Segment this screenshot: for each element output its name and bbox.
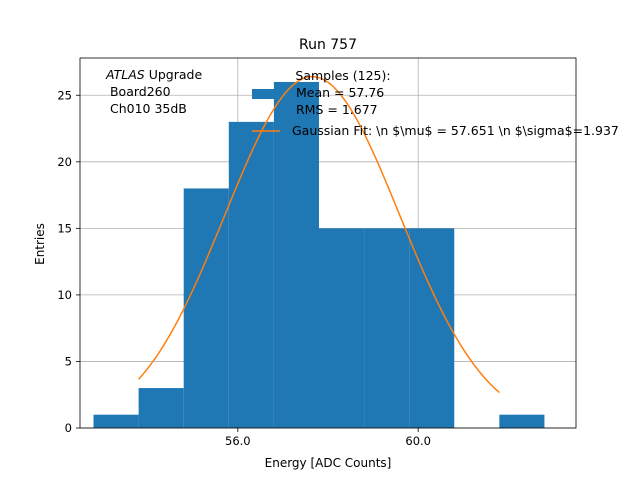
legend-rms: RMS = 1.677 <box>296 102 378 117</box>
x-tick-label: 56.0 <box>225 434 251 448</box>
histogram-bar <box>499 414 545 428</box>
annotation-atlas: ATLAS <box>105 67 145 82</box>
histogram-bar <box>138 388 184 428</box>
y-tick-label: 10 <box>57 288 72 302</box>
y-tick-label: 0 <box>65 421 72 435</box>
histogram-bar <box>273 81 319 428</box>
atlas-annotation: ATLAS Upgrade Board260 Ch010 35dB <box>105 67 202 116</box>
y-tick-label: 25 <box>57 88 72 102</box>
annotation-line-3: Ch010 35dB <box>106 101 187 116</box>
annotation-line-2: Board260 <box>106 84 171 99</box>
fit-layer <box>138 75 500 394</box>
legend-fit-label: Gaussian Fit: \n $\mu$ = 57.651 \n $\sig… <box>292 123 619 138</box>
histogram-bar <box>364 228 410 428</box>
y-tick-label: 20 <box>57 155 72 169</box>
legend: Samples (125): Mean = 57.76 RMS = 1.677 … <box>252 68 619 138</box>
y-tick-label: 15 <box>57 221 72 235</box>
chart-title: Run 757 <box>299 37 357 53</box>
histogram-bar <box>318 228 365 428</box>
annotation-upgrade: Upgrade <box>145 67 203 82</box>
axes-frame <box>79 57 577 429</box>
histogram-bar <box>228 121 274 429</box>
gaussian-fit-curve <box>138 75 500 394</box>
x-tick-label: 60.0 <box>405 434 431 448</box>
histogram-bar <box>183 188 229 428</box>
legend-mean: Mean = 57.76 <box>296 85 384 100</box>
annotation-line-1: ATLAS Upgrade <box>105 67 202 82</box>
y-tick-label: 5 <box>65 354 72 368</box>
histogram-bar <box>409 228 455 428</box>
x-axis-label: Energy [ADC Counts] <box>265 456 392 470</box>
y-axis-label: Entries <box>33 223 47 265</box>
legend-histogram-swatch <box>252 89 280 99</box>
axes-layer: 56.0 60.0 0 5 10 15 20 25 <box>57 57 577 448</box>
histogram-bar <box>93 414 139 428</box>
legend-title: Samples (125): <box>295 68 390 83</box>
bars-layer <box>93 81 545 429</box>
